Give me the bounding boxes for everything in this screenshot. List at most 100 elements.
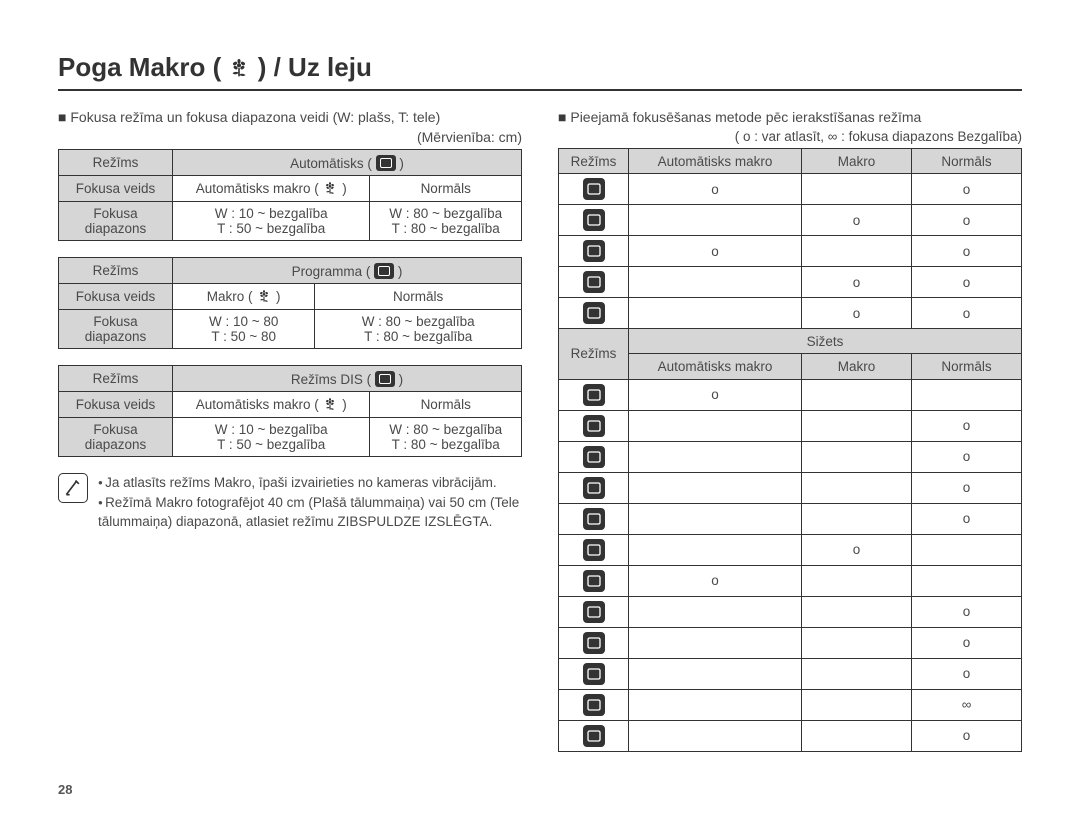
scene-icon <box>583 384 605 406</box>
focus-type-2: Normāls <box>370 176 522 202</box>
cell <box>802 720 912 751</box>
focus-type-2: Normāls <box>315 284 522 310</box>
scene-icon <box>583 178 605 200</box>
focus-range-1: W : 10 ~ bezgalībaT : 50 ~ bezgalība <box>173 418 370 457</box>
scene-icon <box>583 508 605 530</box>
mode-cell <box>559 503 629 534</box>
mode-cell <box>559 441 629 472</box>
focus-range-label: Fokusa diapazons <box>59 418 173 457</box>
cell: o <box>912 627 1022 658</box>
focus-range-table: RežīmsProgramma ( )Fokusa veidsMakro ( )… <box>58 257 522 349</box>
focus-range-2: W : 80 ~ bezgalībaT : 80 ~ bezgalība <box>370 418 522 457</box>
cell <box>629 596 802 627</box>
mode-cell <box>559 298 629 329</box>
cell <box>802 472 912 503</box>
note-icon <box>58 473 88 503</box>
cell: o <box>912 267 1022 298</box>
mode-cell <box>559 534 629 565</box>
camera-icon <box>375 371 395 387</box>
scene-header: Sižets <box>629 329 1022 354</box>
cell <box>629 627 802 658</box>
cell <box>802 658 912 689</box>
mode-cell <box>559 720 629 751</box>
cell <box>629 205 802 236</box>
cell: o <box>912 596 1022 627</box>
macro-header: Makro <box>802 149 912 174</box>
focus-range-label: Fokusa diapazons <box>59 202 173 241</box>
cell <box>629 298 802 329</box>
cell <box>912 534 1022 565</box>
scene-icon <box>583 570 605 592</box>
cell <box>629 410 802 441</box>
mode-cell <box>559 379 629 410</box>
cell <box>912 379 1022 410</box>
cell: ∞ <box>912 689 1022 720</box>
cell: o <box>912 236 1022 267</box>
cell: o <box>912 441 1022 472</box>
mode-value: Automātisks ( ) <box>173 150 522 176</box>
cell: o <box>629 565 802 596</box>
legend: ( o : var atlasīt, ∞ : fokusa diapazons … <box>558 129 1022 144</box>
cell <box>802 596 912 627</box>
right-column: Pieejamā fokusēšanas metode pēc ierakstī… <box>558 109 1022 768</box>
right-intro: Pieejamā fokusēšanas metode pēc ierakstī… <box>558 109 1022 125</box>
focus-range-2: W : 80 ~ bezgalībaT : 80 ~ bezgalība <box>370 202 522 241</box>
cell <box>629 658 802 689</box>
cell: o <box>912 205 1022 236</box>
focus-range-table: RežīmsRežīms DIS ( )Fokusa veidsAutomāti… <box>58 365 522 457</box>
focus-method-table: RežīmsAutomātisks makroMakroNormālsooooo… <box>558 148 1022 752</box>
cell <box>629 267 802 298</box>
scene-icon <box>583 240 605 262</box>
cell: o <box>802 534 912 565</box>
camera-icon <box>376 155 396 171</box>
cell <box>629 472 802 503</box>
mode-cell <box>559 410 629 441</box>
page-number: 28 <box>58 782 72 797</box>
cell: o <box>912 410 1022 441</box>
title-prefix: Poga Makro ( <box>58 52 221 82</box>
cell <box>802 174 912 205</box>
cell: o <box>802 298 912 329</box>
mode-value: Programma ( ) <box>173 258 522 284</box>
mode-cell <box>559 689 629 720</box>
focus-type-label: Fokusa veids <box>59 284 173 310</box>
cell: o <box>912 658 1022 689</box>
camera-icon <box>374 263 394 279</box>
mode-cell <box>559 472 629 503</box>
cell <box>802 503 912 534</box>
normal-header: Normāls <box>912 149 1022 174</box>
mode-cell <box>559 658 629 689</box>
auto-macro-header: Automātisks makro <box>629 354 802 379</box>
cell: o <box>629 379 802 410</box>
focus-range-table: RežīmsAutomātisks ( )Fokusa veidsAutomāt… <box>58 149 522 241</box>
focus-type-1: Automātisks makro ( ) <box>173 392 370 418</box>
focus-type-label: Fokusa veids <box>59 176 173 202</box>
scene-icon <box>583 209 605 231</box>
cell <box>802 236 912 267</box>
mode-label: Režīms <box>59 258 173 284</box>
cell: o <box>802 267 912 298</box>
scene-icon <box>583 446 605 468</box>
auto-macro-header: Automātisks makro <box>629 149 802 174</box>
scene-icon <box>583 725 605 747</box>
mode-cell <box>559 236 629 267</box>
mode-cell <box>559 205 629 236</box>
scene-icon <box>583 694 605 716</box>
macro-header: Makro <box>802 354 912 379</box>
normal-header: Normāls <box>912 354 1022 379</box>
mode-cell <box>559 596 629 627</box>
scene-icon <box>583 271 605 293</box>
cell <box>802 565 912 596</box>
cell: o <box>912 298 1022 329</box>
mode-cell <box>559 627 629 658</box>
cell <box>912 565 1022 596</box>
mode-header: Režīms <box>559 329 629 379</box>
cell <box>629 503 802 534</box>
scene-icon <box>583 477 605 499</box>
cell: o <box>912 720 1022 751</box>
mode-cell <box>559 267 629 298</box>
scene-icon <box>583 415 605 437</box>
page-title: Poga Makro ( ) / Uz leju <box>58 52 1022 91</box>
macro-flower-icon <box>228 52 257 82</box>
note-box: Ja atlasīts režīms Makro, īpaši izvairie… <box>58 473 522 532</box>
